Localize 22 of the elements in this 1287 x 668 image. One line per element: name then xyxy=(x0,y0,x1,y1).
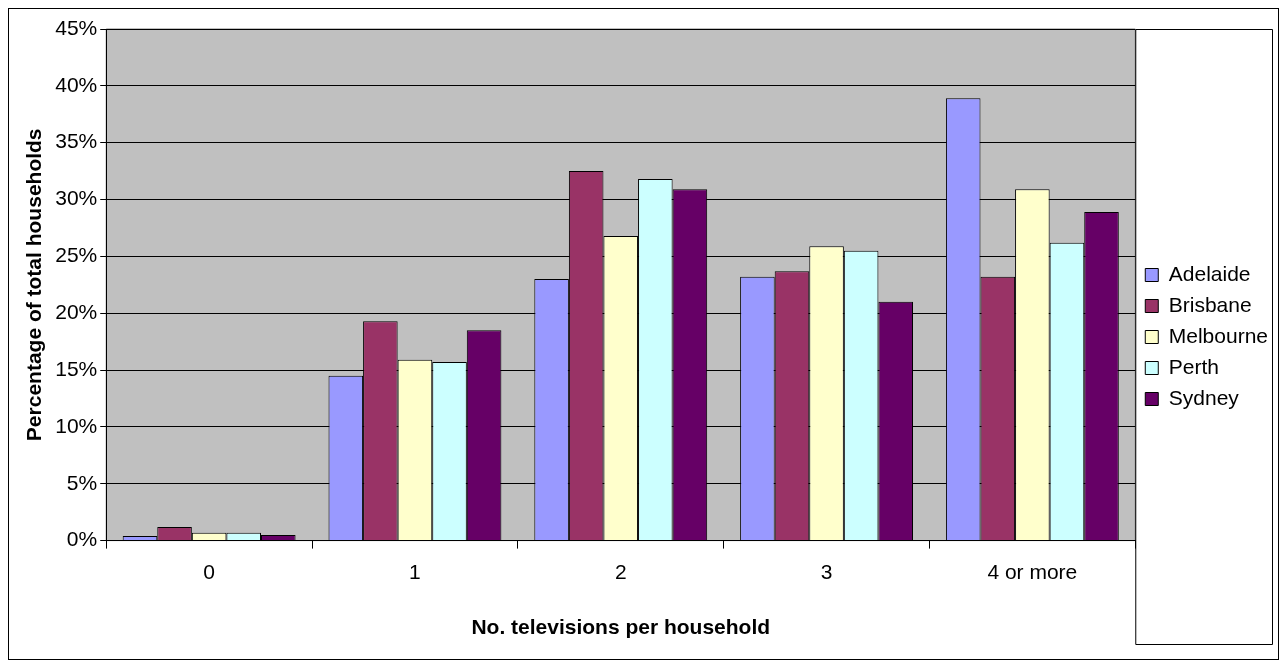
x-tick-label: 4 or more xyxy=(987,560,1078,583)
legend-label: Sydney xyxy=(1168,385,1240,409)
x-tick-label: 3 xyxy=(820,560,833,583)
y-tick-label: 30% xyxy=(55,186,98,210)
y-tick-label: 45% xyxy=(55,15,98,39)
y-tick-label: 15% xyxy=(55,356,98,380)
y-tick-label: 10% xyxy=(55,413,98,437)
legend-label: Melbourne xyxy=(1168,323,1269,347)
x-tick-label: 1 xyxy=(409,560,421,583)
x-tick-label: 0 xyxy=(203,560,215,583)
y-axis-title: Percentage of total households xyxy=(22,128,46,442)
legend-label: Perth xyxy=(1168,354,1219,378)
legend-label: Adelaide xyxy=(1168,261,1251,285)
y-tick-label: 0% xyxy=(66,527,98,551)
x-tick-label: 2 xyxy=(614,560,627,583)
y-tick-label: 5% xyxy=(66,470,98,494)
x-axis-title: No. televisions per household xyxy=(471,615,771,639)
y-tick-label: 35% xyxy=(55,129,98,153)
y-tick-label: 25% xyxy=(55,243,98,267)
y-tick-label: 40% xyxy=(55,72,98,96)
legend-label: Brisbane xyxy=(1168,292,1252,316)
y-tick-label: 20% xyxy=(55,300,98,324)
